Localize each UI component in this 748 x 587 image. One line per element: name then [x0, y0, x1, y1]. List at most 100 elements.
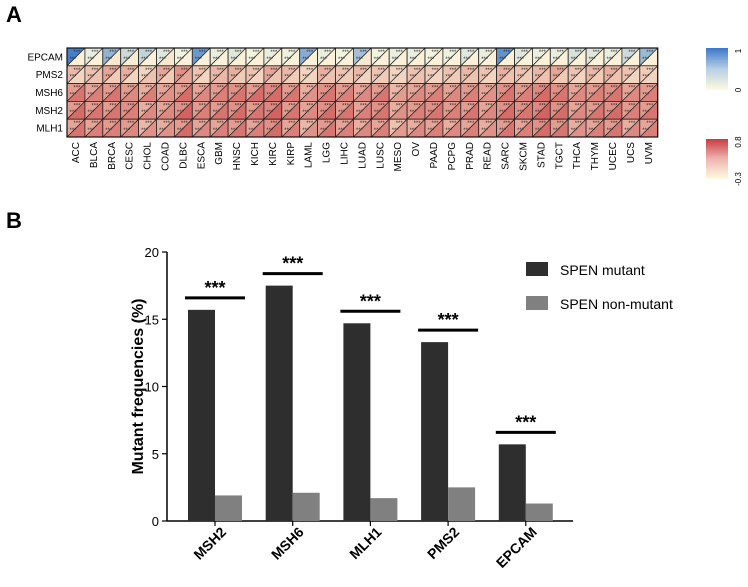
heatmap-cell-star: ***: [306, 103, 314, 109]
heatmap-cell-diagonal: [460, 101, 479, 120]
heatmap-cell-star: ***: [624, 57, 632, 63]
heatmap-cell-star: ***: [199, 50, 207, 56]
heatmap-cell-diagonal: [245, 47, 265, 67]
heatmap-cell-star: ***: [284, 110, 292, 116]
heatmap-cell-diagonal: [174, 47, 193, 67]
heatmap-cell-star: ***: [646, 50, 654, 56]
significance-stars: ***: [204, 278, 225, 298]
heatmap-cell-star: ***: [105, 75, 113, 81]
heatmap-cell-diagonal: [532, 47, 551, 67]
heatmap-cell-diagonal: [138, 83, 157, 102]
heatmap-cell-diagonal: [353, 47, 372, 67]
heatmap-cell-star: ***: [320, 128, 328, 134]
heatmap-cell-diagonal: [335, 65, 354, 84]
heatmap-row-label: MSH6: [35, 88, 63, 99]
legend-swatch: [526, 262, 548, 276]
heatmap-cell-star: ***: [606, 110, 614, 116]
heatmap-cell-star: ***: [374, 128, 382, 134]
heatmap-cell-star: ***: [123, 92, 131, 98]
heatmap-cell-diagonal: [138, 65, 157, 84]
heatmap-cell-star: ***: [91, 86, 99, 92]
heatmap-cell-diagonal: [209, 83, 229, 102]
heatmap-cell-diagonal: [442, 83, 462, 102]
heatmap-cell-star: ***: [374, 92, 382, 98]
heatmap-cell-diagonal: [406, 83, 426, 102]
heatmap-cell-diagonal: [102, 101, 121, 120]
heatmap-cell-star: ***: [248, 75, 256, 81]
heatmap-cell-star: ***: [270, 50, 278, 56]
heatmap-column-label: THYM: [590, 142, 601, 170]
heatmap-cell-star: ***: [266, 92, 274, 98]
heatmap-cell-diagonal: [639, 65, 658, 84]
heatmap-cell-diagonal: [550, 83, 569, 102]
heatmap-cell-star: ***: [521, 86, 529, 92]
heatmap-cell-diagonal: [550, 101, 569, 120]
heatmap-cell-star: ***: [642, 128, 650, 134]
heatmap-cell-star: ***: [87, 110, 95, 116]
heatmap-cell-star: ***: [539, 50, 547, 56]
colorbar-tick-label: 1: [734, 48, 743, 53]
heatmap-cell-diagonal: [388, 83, 408, 102]
heatmap-cell-star: ***: [431, 86, 439, 92]
panel-a-letter: A: [6, 2, 22, 27]
heatmap-cell-star: ***: [481, 110, 489, 116]
heatmap-cell-star: ***: [539, 86, 547, 92]
heatmap-cell-diagonal: [460, 83, 479, 102]
heatmap-cell-star: ***: [284, 92, 292, 98]
heatmap-cell-star: ***: [396, 103, 404, 109]
heatmap-cell-diagonal: [424, 101, 444, 120]
heatmap-cell-star: ***: [624, 128, 632, 134]
heatmap-cell-star: ***: [284, 75, 292, 81]
heatmap-cell-diagonal: [496, 65, 515, 84]
heatmap-cell-star: ***: [571, 128, 579, 134]
heatmap-cell-star: ***: [467, 86, 475, 92]
heatmap-cell-diagonal: [478, 118, 497, 138]
heatmap-cell-star: ***: [593, 86, 601, 92]
heatmap-cell-diagonal: [263, 83, 283, 102]
heatmap-cell-star: ***: [270, 86, 278, 92]
heatmap-cell-star: ***: [109, 86, 117, 92]
heatmap-cell-star: ***: [610, 103, 618, 109]
heatmap-cell-diagonal: [245, 101, 265, 120]
heatmap-cell-star: ***: [606, 57, 614, 63]
heatmap-cell-diagonal: [335, 101, 354, 120]
heatmap-cell-star: ***: [445, 57, 453, 63]
heatmap-cell-diagonal: [532, 83, 551, 102]
heatmap-cell-star: ***: [414, 103, 422, 109]
heatmap-cell-star: ***: [499, 75, 507, 81]
heatmap-cell-diagonal: [406, 47, 426, 67]
heatmap-cell-diagonal: [406, 101, 426, 120]
heatmap-cell-star: ***: [410, 57, 418, 63]
heatmap-cell-star: ***: [463, 57, 471, 63]
heatmap-cell-star: ***: [589, 128, 597, 134]
heatmap-cell-diagonal: [299, 47, 318, 67]
heatmap-cell-diagonal: [388, 65, 408, 84]
heatmap-cell-diagonal: [281, 118, 300, 138]
heatmap-cell-star: ***: [163, 86, 171, 92]
heatmap-row-label: EPCAM: [27, 52, 63, 63]
heatmap-cell-star: ***: [73, 68, 81, 74]
heatmap-cell-diagonal: [299, 118, 318, 138]
heatmap-cell-star: ***: [392, 128, 400, 134]
heatmap-cell-diagonal: [532, 65, 551, 84]
heatmap-cell-star: ***: [485, 121, 493, 127]
heatmap-cell-diagonal: [585, 65, 605, 84]
colorbar-tick-label: -0.3: [734, 172, 743, 186]
heatmap-cell-diagonal: [120, 47, 139, 67]
heatmap-cell-diagonal: [281, 65, 300, 84]
heatmap-cell-diagonal: [317, 118, 336, 138]
heatmap-cell-diagonal: [263, 118, 283, 138]
heatmap-cell-star: ***: [163, 68, 171, 74]
heatmap-cell-star: ***: [624, 110, 632, 116]
heatmap-cell-star: ***: [427, 75, 435, 81]
heatmap-cell-star: ***: [535, 92, 543, 98]
heatmap-cell-star: ***: [181, 68, 189, 74]
heatmap-cell-diagonal: [174, 101, 193, 120]
heatmap-cell-star: ***: [231, 92, 239, 98]
heatmap-cell-star: ***: [485, 86, 493, 92]
heatmap-cell-star: ***: [163, 50, 171, 56]
heatmap-cell-star: ***: [302, 128, 310, 134]
x-tick-label: EPCAM: [493, 524, 540, 571]
heatmap-cell-diagonal: [209, 118, 229, 138]
heatmap-cell-diagonal: [353, 65, 372, 84]
